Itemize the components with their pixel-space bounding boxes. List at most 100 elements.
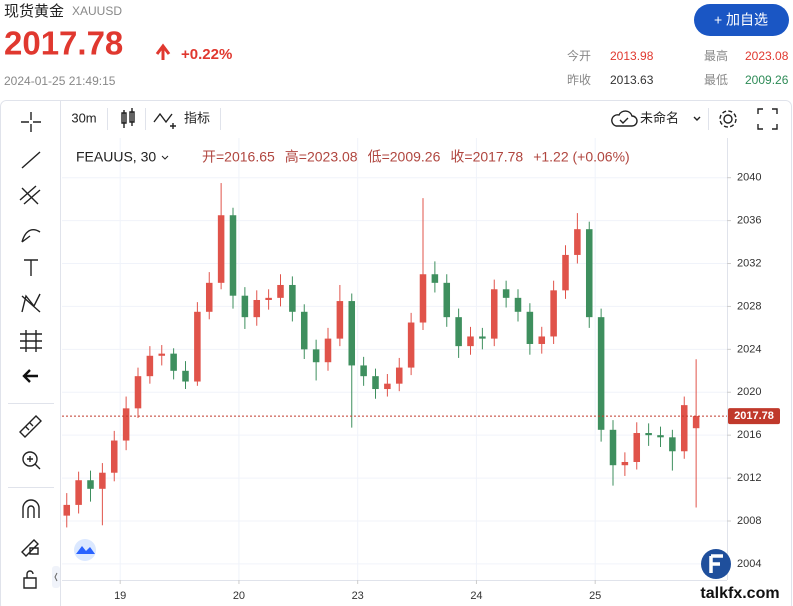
- measure-tool[interactable]: [20, 330, 42, 352]
- candle-body: [443, 282, 451, 318]
- candle-body: [645, 433, 652, 436]
- candle-body: [194, 311, 201, 382]
- candle-body: [585, 229, 593, 318]
- magnet-tool[interactable]: [22, 499, 40, 518]
- candle-body: [170, 353, 177, 371]
- candle-body: [419, 274, 427, 323]
- cloud-icon[interactable]: [611, 110, 638, 127]
- candle-body: [680, 405, 688, 452]
- zoom-tool-detail: [27, 456, 41, 470]
- candle-body: [300, 311, 308, 350]
- legend-item: 低=2009.26: [368, 149, 441, 165]
- symbol-chevron[interactable]: [161, 155, 169, 160]
- lock-draw-tool[interactable]: [21, 539, 39, 557]
- left-toolbar: [8, 112, 54, 589]
- title: 现货黄金: [4, 3, 64, 20]
- trend-line-tool[interactable]: [21, 151, 41, 169]
- candle-body: [526, 311, 534, 344]
- fullscreen-icon[interactable]: [757, 108, 778, 130]
- fib-tool[interactable]: [19, 185, 41, 205]
- symbol: XAUUSD: [72, 4, 122, 18]
- ruler-tool[interactable]: [19, 415, 42, 438]
- x-tick-label: 20: [233, 590, 245, 602]
- candle-body: [110, 440, 118, 473]
- candle-body: [312, 349, 320, 363]
- candle-body: [657, 435, 664, 438]
- stat-value: 2009.26: [745, 73, 789, 87]
- candle-body: [597, 317, 605, 430]
- y-tick-label: 2032: [737, 257, 761, 269]
- crosshair-tool[interactable]: [21, 112, 41, 132]
- y-tick-label: 2020: [737, 386, 761, 398]
- candle-body: [550, 290, 557, 337]
- indicators[interactable]: 指标: [184, 110, 210, 125]
- last-price-tag: [728, 408, 780, 425]
- settings-gear: [719, 110, 737, 128]
- y-tick-label: 2004: [737, 558, 761, 570]
- stat-value: 2013.63: [610, 73, 654, 87]
- candle-body: [265, 297, 272, 300]
- pattern-tool[interactable]: [21, 293, 41, 313]
- plot-area: 2004200820122016202020242028203220362040…: [62, 138, 780, 602]
- last-price-label: 2017.78: [734, 410, 774, 422]
- candle-body: [384, 383, 391, 390]
- layout-name[interactable]: 未命名: [640, 110, 679, 125]
- up-arrow: [155, 43, 171, 60]
- layout-chevron[interactable]: [693, 116, 701, 121]
- brush-tool[interactable]: [21, 229, 41, 243]
- candle-body: [229, 215, 237, 296]
- back-tool[interactable]: [22, 369, 38, 383]
- candle-body: [277, 284, 284, 298]
- y-tick-label: 2024: [737, 343, 761, 355]
- stat-value: 2023.08: [745, 49, 789, 63]
- collapse-handle[interactable]: [52, 566, 60, 588]
- y-tick-label: 2008: [737, 515, 761, 527]
- add-watchlist-label[interactable]: + 加自选: [714, 12, 768, 28]
- legend-item: +1.22 (+0.06%): [533, 149, 630, 165]
- y-tick-label: 2012: [737, 472, 761, 484]
- candle-body: [289, 284, 296, 312]
- logo-mark: [76, 546, 95, 554]
- candle-body: [574, 229, 581, 255]
- candle-body: [75, 480, 82, 505]
- candle-body: [692, 416, 700, 429]
- lock-tool[interactable]: [23, 570, 37, 589]
- candle-body: [241, 295, 249, 318]
- candle-body: [514, 297, 522, 312]
- candle-body: [455, 317, 462, 347]
- candle-body: [562, 254, 569, 291]
- candle-body: [360, 365, 367, 377]
- watermark: talkfx.com: [700, 585, 779, 602]
- y-tick-label: 2036: [737, 215, 761, 227]
- stat-label: 最高: [704, 48, 728, 63]
- stat-label: 今开: [567, 48, 591, 63]
- indicators-icon[interactable]: [153, 112, 176, 129]
- candle-body: [502, 289, 510, 298]
- candle-body: [609, 429, 617, 466]
- candle-body: [395, 367, 403, 384]
- candle-body: [490, 289, 498, 339]
- change: +0.22%: [181, 46, 232, 63]
- watermark-letter: [709, 554, 723, 573]
- interval[interactable]: 30m: [71, 110, 96, 125]
- candle-body: [87, 480, 94, 489]
- candle-body: [99, 472, 106, 489]
- candle-body: [205, 282, 213, 312]
- chart-style-icon[interactable]: [121, 108, 135, 128]
- legend-item: 开=2016.65: [202, 149, 275, 165]
- text-tool[interactable]: [24, 259, 38, 276]
- candle-body: [467, 336, 474, 347]
- candle-body: [372, 376, 379, 390]
- legend-item: 收=2017.78: [450, 149, 523, 165]
- zoom-tool[interactable]: [22, 451, 38, 467]
- legend-item: 高=2023.08: [285, 149, 358, 165]
- candle-body: [324, 338, 332, 363]
- x-tick-label: 19: [114, 590, 126, 602]
- settings-icon[interactable]: [723, 114, 733, 124]
- candle-body: [253, 299, 261, 318]
- x-tick-label: 25: [589, 590, 601, 602]
- stat-label: 昨收: [567, 73, 591, 87]
- add-watchlist-button[interactable]: [694, 4, 789, 36]
